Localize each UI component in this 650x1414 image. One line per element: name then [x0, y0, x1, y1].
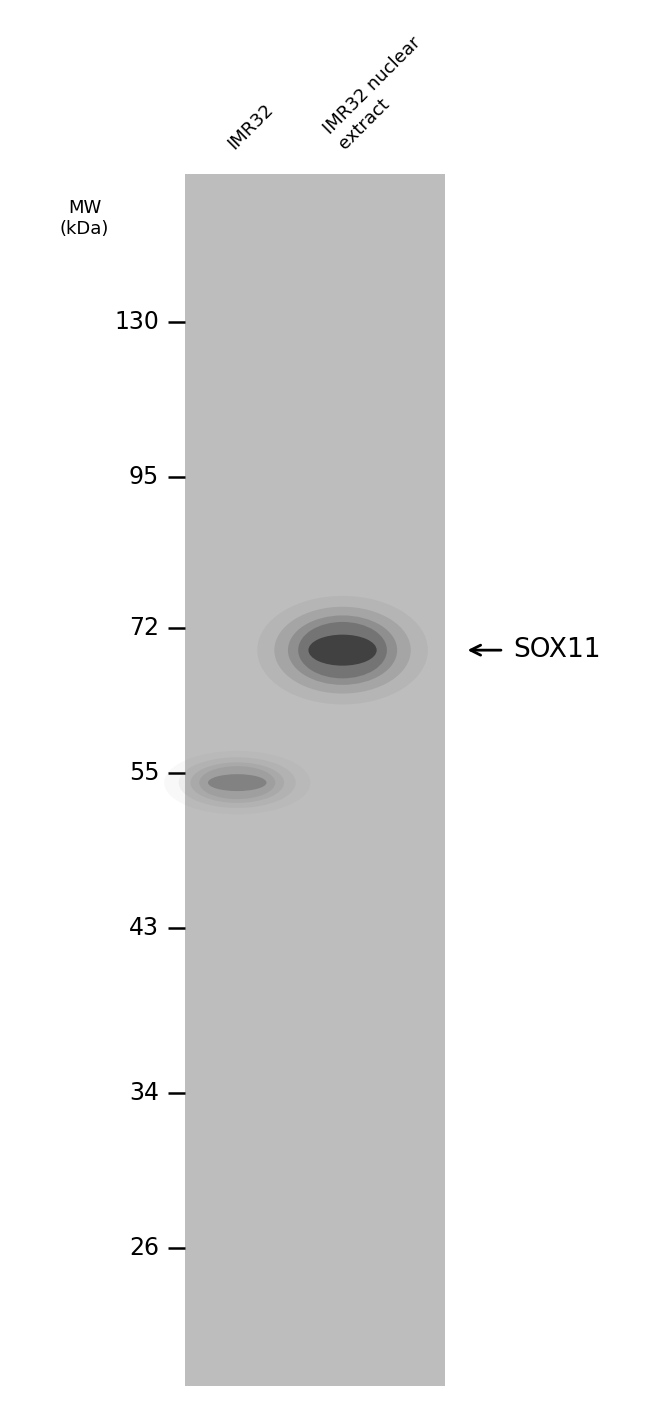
Text: 72: 72 [129, 615, 159, 639]
Ellipse shape [288, 615, 397, 684]
Ellipse shape [274, 607, 411, 693]
Bar [185, 174, 445, 1386]
Text: MW
(kDa): MW (kDa) [60, 199, 109, 238]
Text: 26: 26 [129, 1236, 159, 1260]
Ellipse shape [208, 775, 266, 790]
Text: 55: 55 [129, 761, 159, 785]
Text: IMR32: IMR32 [224, 100, 277, 153]
Ellipse shape [257, 595, 428, 704]
Ellipse shape [199, 766, 276, 799]
Text: 130: 130 [114, 310, 159, 334]
Text: 43: 43 [129, 916, 159, 940]
Text: IMR32 nuclear
extract: IMR32 nuclear extract [320, 34, 439, 153]
Ellipse shape [179, 758, 296, 807]
Text: SOX11: SOX11 [514, 638, 601, 663]
Ellipse shape [190, 762, 284, 803]
Ellipse shape [298, 622, 387, 679]
Text: 95: 95 [129, 465, 159, 489]
Text: 34: 34 [129, 1080, 159, 1104]
Ellipse shape [309, 635, 377, 666]
